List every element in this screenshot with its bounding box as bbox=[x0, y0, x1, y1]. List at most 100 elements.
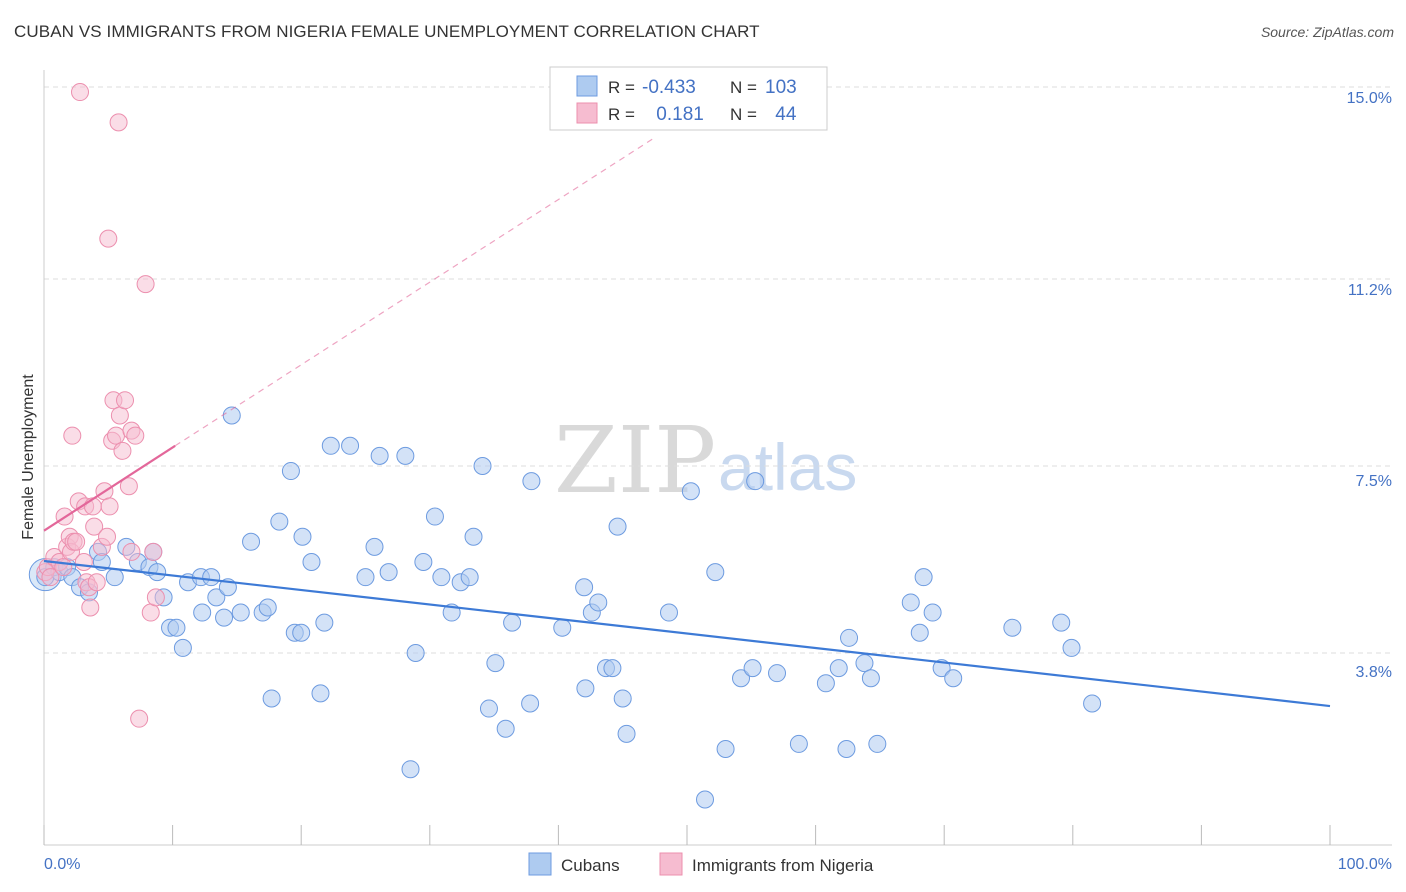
data-point-cubans bbox=[868, 734, 887, 753]
data-point-cubans bbox=[258, 598, 277, 617]
data-point-cubans bbox=[193, 603, 212, 622]
data-point-nigeria bbox=[71, 83, 90, 102]
data-point-cubans bbox=[944, 669, 963, 688]
data-point-cubans bbox=[262, 689, 281, 708]
data-point-cubans bbox=[281, 462, 300, 481]
data-point-cubans bbox=[292, 623, 311, 642]
data-point-cubans bbox=[401, 760, 420, 779]
data-point-nigeria bbox=[126, 426, 145, 445]
y-tick-label: 15.0% bbox=[1347, 90, 1392, 107]
data-point-cubans bbox=[496, 719, 515, 738]
data-point-nigeria bbox=[54, 558, 73, 577]
y-tick-label: 7.5% bbox=[1356, 473, 1392, 490]
data-point-cubans bbox=[659, 603, 678, 622]
data-point-cubans bbox=[706, 563, 725, 582]
data-point-cubans bbox=[242, 532, 261, 551]
data-point-nigeria bbox=[119, 477, 138, 496]
trend-line-nigeria-extension bbox=[174, 137, 656, 447]
data-point-cubans bbox=[613, 689, 632, 708]
legend-swatch-nigeria bbox=[576, 102, 598, 124]
data-point-nigeria bbox=[107, 426, 126, 445]
data-point-cubans bbox=[829, 659, 848, 678]
data-point-cubans bbox=[575, 578, 594, 597]
data-point-cubans bbox=[589, 593, 608, 612]
data-point-cubans bbox=[311, 684, 330, 703]
data-point-cubans bbox=[503, 613, 522, 632]
data-point-cubans bbox=[1003, 618, 1022, 637]
data-point-nigeria bbox=[144, 542, 163, 561]
data-point-nigeria bbox=[122, 542, 141, 561]
chart-title: CUBAN VS IMMIGRANTS FROM NIGERIA FEMALE … bbox=[14, 22, 760, 41]
data-point-cubans bbox=[215, 608, 234, 627]
trend-line-nigeria bbox=[43, 444, 176, 532]
data-point-cubans bbox=[910, 623, 929, 642]
data-point-cubans bbox=[379, 563, 398, 582]
data-point-cubans bbox=[696, 790, 715, 809]
trend-line-cubans bbox=[43, 559, 1331, 708]
y-axis-title: Female Unemployment bbox=[20, 374, 37, 540]
legend-n-label: N = bbox=[730, 105, 757, 124]
data-point-cubans bbox=[293, 527, 312, 546]
data-point-cubans bbox=[231, 603, 250, 622]
data-point-nigeria bbox=[83, 497, 102, 516]
legend-n-label: N = bbox=[730, 78, 757, 97]
data-point-cubans bbox=[1052, 613, 1071, 632]
data-point-cubans bbox=[1083, 694, 1102, 713]
data-point-cubans bbox=[479, 699, 498, 718]
data-point-cubans bbox=[861, 669, 880, 688]
data-point-nigeria bbox=[98, 527, 117, 546]
data-point-cubans bbox=[914, 568, 933, 587]
data-point-cubans bbox=[406, 643, 425, 662]
data-point-cubans bbox=[789, 734, 808, 753]
data-point-nigeria bbox=[136, 275, 155, 294]
data-point-cubans bbox=[270, 512, 289, 531]
data-point-nigeria bbox=[67, 532, 86, 551]
bottom-legend-swatch-nigeria bbox=[659, 852, 683, 876]
data-point-cubans bbox=[743, 659, 762, 678]
data-point-cubans bbox=[840, 628, 859, 647]
data-point-cubans bbox=[341, 436, 360, 455]
data-point-cubans bbox=[464, 527, 483, 546]
trend-lines bbox=[43, 137, 1331, 708]
data-point-cubans bbox=[522, 472, 541, 491]
data-point-nigeria bbox=[99, 229, 118, 248]
data-point-nigeria bbox=[41, 568, 60, 587]
chart-source: Source: ZipAtlas.com bbox=[1260, 24, 1394, 40]
data-point-cubans bbox=[855, 654, 874, 673]
data-point-cubans bbox=[486, 654, 505, 673]
data-point-cubans bbox=[617, 724, 636, 743]
series-nigeria bbox=[36, 83, 165, 728]
data-point-cubans bbox=[173, 638, 192, 657]
data-point-cubans bbox=[1062, 638, 1081, 657]
data-point-cubans bbox=[681, 482, 700, 501]
x-tick-label-max: 100.0% bbox=[1338, 856, 1392, 873]
legend-r-value: -0.433 bbox=[642, 77, 696, 98]
x-tick-label-min: 0.0% bbox=[44, 856, 80, 873]
bottom-legend-swatch-cubans bbox=[528, 852, 552, 876]
data-point-nigeria bbox=[141, 603, 160, 622]
data-point-nigeria bbox=[100, 497, 119, 516]
legend-n-value: 103 bbox=[765, 77, 797, 98]
data-point-nigeria bbox=[87, 573, 106, 592]
data-point-cubans bbox=[425, 507, 444, 526]
y-tick-label: 3.8% bbox=[1356, 664, 1392, 681]
data-point-cubans bbox=[315, 613, 334, 632]
data-point-cubans bbox=[105, 568, 124, 587]
data-point-nigeria bbox=[81, 598, 100, 617]
correlation-legend: R = -0.433 N = 103 R = 0.181 N = 44 bbox=[549, 66, 828, 131]
data-point-cubans bbox=[576, 679, 595, 698]
data-point-cubans bbox=[837, 739, 856, 758]
legend-swatch-cubans bbox=[576, 75, 598, 97]
data-point-cubans bbox=[365, 537, 384, 556]
data-point-cubans bbox=[302, 553, 321, 572]
data-point-cubans bbox=[207, 588, 226, 607]
data-point-nigeria bbox=[130, 709, 149, 728]
data-point-cubans bbox=[603, 659, 622, 678]
data-point-nigeria bbox=[116, 391, 135, 410]
axes bbox=[43, 70, 1392, 846]
data-point-nigeria bbox=[85, 517, 104, 536]
series-legend: Cubans Immigrants from Nigeria bbox=[528, 852, 874, 876]
data-point-nigeria bbox=[146, 588, 165, 607]
data-point-cubans bbox=[716, 739, 735, 758]
data-point-cubans bbox=[473, 457, 492, 475]
